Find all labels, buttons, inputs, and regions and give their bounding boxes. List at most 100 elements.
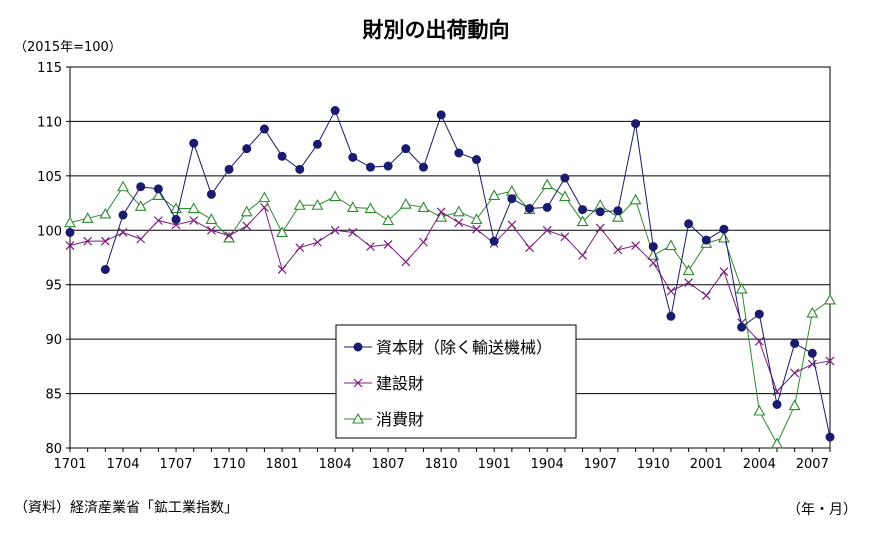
data-point xyxy=(206,189,216,199)
data-point xyxy=(790,368,800,378)
data-point xyxy=(472,224,481,234)
marker-stroke xyxy=(65,241,75,250)
x-tick-label: 1710 xyxy=(213,457,246,472)
data-point xyxy=(65,227,75,237)
data-point xyxy=(136,234,146,244)
data-point xyxy=(631,241,641,250)
data-point xyxy=(65,241,75,250)
data-point xyxy=(664,239,677,251)
data-point xyxy=(790,338,800,348)
marker-stroke xyxy=(330,225,340,235)
data-point xyxy=(258,191,271,203)
series-layer xyxy=(64,106,836,449)
data-point xyxy=(189,216,199,225)
data-point xyxy=(525,204,535,214)
data-point xyxy=(505,184,518,196)
data-point xyxy=(153,216,163,225)
data-point xyxy=(436,207,446,217)
marker-stroke xyxy=(807,359,817,369)
marker-stroke xyxy=(206,225,216,235)
data-point xyxy=(525,243,534,253)
data-point xyxy=(648,242,658,252)
marker-stroke xyxy=(454,218,464,228)
legend-marker xyxy=(353,378,363,388)
data-point xyxy=(719,224,729,234)
data-point xyxy=(735,282,748,294)
data-point xyxy=(100,264,110,274)
data-point xyxy=(541,178,554,190)
data-point xyxy=(542,202,552,212)
legend-item: 消費財 xyxy=(344,410,424,429)
data-point xyxy=(419,237,428,247)
data-point xyxy=(560,173,570,183)
x-tick-label: 2004 xyxy=(743,457,776,472)
marker-stroke xyxy=(542,225,552,235)
data-point xyxy=(81,212,94,223)
x-unit-label: （年・月） xyxy=(787,502,857,518)
data-point xyxy=(330,225,340,235)
data-point xyxy=(259,124,269,134)
data-point xyxy=(611,211,624,222)
y-tick-label: 95 xyxy=(45,279,62,294)
data-point xyxy=(99,207,112,219)
data-point xyxy=(383,161,393,171)
marker-stroke xyxy=(100,236,110,246)
marker-stroke xyxy=(353,378,363,388)
x-tick-label: 2007 xyxy=(796,457,829,472)
data-point xyxy=(295,243,305,253)
x-tick-label: 1910 xyxy=(637,457,670,472)
data-point xyxy=(117,180,129,192)
data-point xyxy=(470,213,483,224)
data-point xyxy=(558,190,571,202)
marker-stroke xyxy=(313,237,322,247)
chart-title: 財別の出荷動向 xyxy=(362,18,510,42)
data-point xyxy=(152,189,165,201)
data-point xyxy=(366,242,375,252)
y-tick-label: 80 xyxy=(45,442,62,457)
legend-label: 建設財 xyxy=(376,374,424,393)
data-point xyxy=(788,399,801,411)
data-point xyxy=(684,278,694,287)
legend-box xyxy=(335,324,577,439)
data-point xyxy=(772,399,782,409)
data-point xyxy=(153,184,163,194)
legend-item: 資本財（除く輸送機械） xyxy=(344,338,552,357)
data-point xyxy=(187,202,200,214)
x-tick-label: 1701 xyxy=(53,457,86,472)
series-1 xyxy=(65,106,835,442)
data-point xyxy=(118,210,128,220)
data-point xyxy=(312,139,322,149)
x-axis-ticks: 1701 1704 1707 1710 1801 1804 1807 1810 1901 1904… xyxy=(53,448,831,472)
data-point xyxy=(276,226,289,238)
x-tick-label: 1907 xyxy=(584,457,617,472)
data-point xyxy=(295,164,305,174)
marker-stroke xyxy=(701,291,711,301)
series-3 xyxy=(64,178,836,449)
marker-stroke xyxy=(348,228,358,237)
marker-stroke xyxy=(436,207,446,217)
data-point xyxy=(825,432,835,442)
x-tick-label: 2001 xyxy=(690,457,723,472)
x-tick-label: 1704 xyxy=(106,457,139,472)
x-tick-label: 1901 xyxy=(478,457,511,472)
data-point xyxy=(346,201,359,212)
x-tick-label: 1904 xyxy=(531,457,564,472)
data-point xyxy=(824,293,836,305)
marker-stroke xyxy=(189,216,199,225)
data-point xyxy=(595,207,605,217)
marker-stroke xyxy=(648,258,658,268)
marker-stroke xyxy=(631,241,641,250)
data-point xyxy=(401,257,411,267)
data-point xyxy=(242,144,252,154)
data-point xyxy=(330,106,340,116)
data-point xyxy=(684,219,694,229)
data-point xyxy=(100,236,110,246)
data-point xyxy=(401,144,411,154)
y-tick-label: 110 xyxy=(37,115,62,130)
marker-stroke xyxy=(295,243,305,253)
y-tick-label: 115 xyxy=(37,61,62,76)
data-point xyxy=(242,221,252,231)
data-point xyxy=(313,237,322,247)
data-point xyxy=(613,245,623,255)
